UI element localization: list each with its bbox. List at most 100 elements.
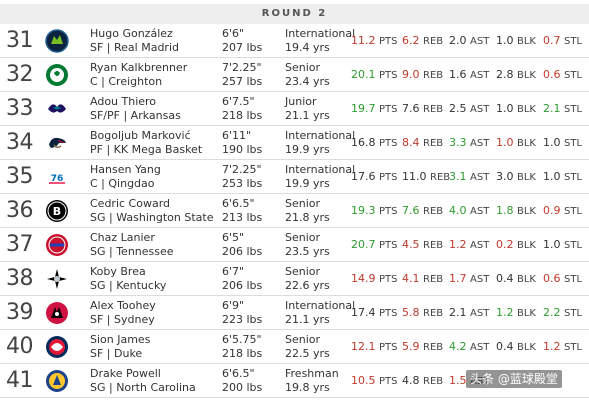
player-weight: 200 lbs xyxy=(222,381,263,394)
stat-ast-value: 2.5 xyxy=(449,102,467,115)
stat-blk-unit: BLK xyxy=(517,308,536,319)
stat-ast-value: 1.7 xyxy=(449,272,467,285)
pick-row: 38 Koby Brea SG | Kentucky 6'7" 206 lbs Senio… xyxy=(0,262,589,296)
stat-reb-value: 4.8 xyxy=(402,374,420,387)
stat-ast: 3.3 AST xyxy=(449,136,489,151)
stat-pts-value: 19.7 xyxy=(351,102,376,115)
stat-stl-value: 0.7 xyxy=(543,34,561,47)
stat-ast-unit: AST xyxy=(470,240,490,251)
player-class: Senior xyxy=(285,197,321,210)
stat-reb-unit: REB xyxy=(423,274,444,285)
stat-reb-unit: REB xyxy=(423,36,444,47)
player-height: 7'2.25" xyxy=(222,61,262,74)
stat-stl-unit: STL xyxy=(564,308,583,319)
nets-logo-icon: B xyxy=(45,199,69,223)
pick-row: 37 Chaz Lanier SG | Tennessee 6'5" 206 lbs Se… xyxy=(0,228,589,262)
position-school: SG | North Carolina xyxy=(90,381,196,394)
stat-ast: 2.0 AST xyxy=(449,34,489,49)
pick-row: 31 Hugo González SF | Real Madrid 6'6" 207 l… xyxy=(0,24,589,58)
stat-stl: 0.6 STL xyxy=(543,68,582,83)
stat-blk-unit: BLK xyxy=(517,240,536,251)
player-age: 23.5 yrs xyxy=(285,245,330,258)
player-name: Cedric Coward xyxy=(90,197,171,210)
stat-ast-value: 3.1 xyxy=(449,170,467,183)
stat-blk-unit: BLK xyxy=(517,138,536,149)
position-school: PF | KK Mega Basket xyxy=(90,143,203,156)
stat-stl: 0.7 STL xyxy=(543,34,582,49)
stat-pts-unit: PTS xyxy=(379,36,398,47)
player-weight: 213 lbs xyxy=(222,211,263,224)
player-age: 21.8 yrs xyxy=(285,211,330,224)
player-class: Senior xyxy=(285,265,321,278)
position-school: SG | Kentucky xyxy=(90,279,167,292)
stat-stl: 0.9 STL xyxy=(543,204,582,219)
stat-stl-unit: STL xyxy=(564,172,583,183)
stat-reb-value: 6.2 xyxy=(402,34,420,47)
stat-blk: 1.0 BLK xyxy=(496,34,536,49)
stat-blk-value: 1.0 xyxy=(496,102,514,115)
stat-stl-value: 0.9 xyxy=(543,204,561,217)
pick-row: 39 Alex Toohey SF | Sydney 6'9" 223 lbs Inter… xyxy=(0,296,589,330)
stat-ast-unit: AST xyxy=(470,172,490,183)
stat-stl-value: 2.1 xyxy=(543,102,561,115)
stat-reb: 5.9 REB xyxy=(402,340,443,355)
stat-pts-unit: PTS xyxy=(379,104,398,115)
stat-blk: 0.2 BLK xyxy=(496,238,536,253)
stat-ast-value: 2.1 xyxy=(449,306,467,319)
player-age: 23.4 yrs xyxy=(285,75,330,88)
player-weight: 190 lbs xyxy=(222,143,263,156)
stat-stl-unit: STL xyxy=(564,342,583,353)
stat-blk: 1.0 BLK xyxy=(496,102,536,117)
stat-blk-unit: BLK xyxy=(517,274,536,285)
stat-blk: 1.0 BLK xyxy=(496,136,536,151)
svg-text:76: 76 xyxy=(51,174,64,184)
stat-stl-unit: STL xyxy=(564,206,583,217)
pick-row: 35 76 Hansen Yang C | Qingdao 7'2.25" 253 lbs… xyxy=(0,160,589,194)
pistons-logo-icon xyxy=(45,233,69,257)
stat-pts-value: 17.6 xyxy=(351,170,376,183)
player-class: International xyxy=(285,299,356,312)
player-age: 19.9 yrs xyxy=(285,143,330,156)
stat-blk-unit: BLK xyxy=(517,104,536,115)
player-name: Hugo González xyxy=(90,27,173,40)
stat-reb-value: 11.0 xyxy=(402,170,427,183)
player-height: 6'6.5" xyxy=(222,197,255,210)
stat-blk-value: 0.2 xyxy=(496,238,514,251)
stat-ast: 4.2 AST xyxy=(449,340,489,355)
stat-blk-value: 2.8 xyxy=(496,68,514,81)
player-weight: 206 lbs xyxy=(222,245,263,258)
stat-stl-value: 1.0 xyxy=(543,136,561,149)
stat-ast-value: 1.5 xyxy=(449,374,467,387)
stat-blk: 2.8 BLK xyxy=(496,68,536,83)
pick-number: 34 xyxy=(6,130,34,155)
stat-ast-unit: AST xyxy=(470,36,490,47)
pick-number: 38 xyxy=(6,266,34,291)
stat-pts-value: 20.1 xyxy=(351,68,376,81)
stat-stl-value: 0.6 xyxy=(543,272,561,285)
stat-pts: 11.2 PTS xyxy=(351,34,398,49)
stat-stl: 1.2 STL xyxy=(543,340,582,355)
stat-ast-unit: AST xyxy=(470,274,490,285)
stat-reb-unit: REB xyxy=(423,342,444,353)
stat-reb: 4.5 REB xyxy=(402,238,443,253)
stat-blk: 1.2 BLK xyxy=(496,306,536,321)
stat-pts: 10.5 PTS xyxy=(351,374,398,389)
player-weight: 206 lbs xyxy=(222,279,263,292)
player-height: 6'11" xyxy=(222,129,252,142)
player-name: Bogoljub Marković xyxy=(90,129,191,142)
player-age: 19.4 yrs xyxy=(285,41,330,54)
stat-blk: 1.8 BLK xyxy=(496,204,536,219)
stat-pts: 17.6 PTS xyxy=(351,170,398,185)
player-weight: 218 lbs xyxy=(222,109,263,122)
player-height: 6'6.5" xyxy=(222,367,255,380)
player-class: International xyxy=(285,27,356,40)
stat-ast: 1.2 AST xyxy=(449,238,489,253)
stat-reb-value: 7.6 xyxy=(402,204,420,217)
position-school: SF | Duke xyxy=(90,347,143,360)
stat-pts: 14.9 PTS xyxy=(351,272,398,287)
pick-number: 39 xyxy=(6,300,34,325)
svg-text:B: B xyxy=(53,205,61,218)
stat-pts-value: 20.7 xyxy=(351,238,376,251)
player-name: Hansen Yang xyxy=(90,163,161,176)
player-height: 6'7" xyxy=(222,265,245,278)
